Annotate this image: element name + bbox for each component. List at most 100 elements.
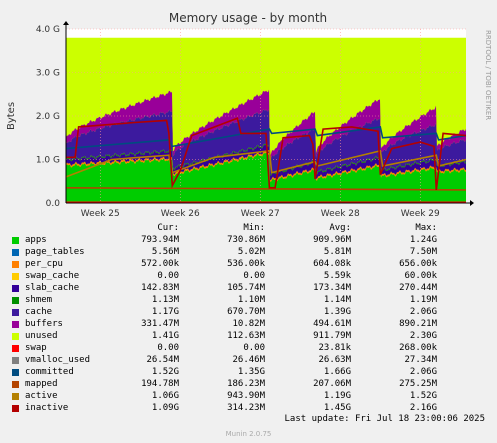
legend-name: apps [25,235,47,245]
legend-row-committed: committed 1.52G 1.35G 1.66G 2.06G [12,366,492,378]
legend-swatch [12,320,19,328]
legend-cur: 572.00k [141,259,179,269]
munin-footer: Munin 2.0.75 [225,430,272,438]
legend-avg: 604.08k [313,259,351,269]
legend-avg: 23.81k [318,343,351,353]
legend-max: 60.00k [404,271,437,281]
rrdtool-credit: RRDTOOL / TOBI OETIKER [484,30,492,120]
legend-swatch [12,308,19,316]
legend-name: buffers [25,319,63,329]
legend-avg: 173.34M [313,283,351,293]
legend-cur: 142.83M [141,283,179,293]
legend-name: committed [25,367,74,377]
chart-title: Memory usage - by month [169,11,327,25]
legend-swatch [12,296,19,304]
legend-swatch [12,344,19,352]
line-inactive [66,117,467,190]
legend-cur: 1.52G [151,367,179,377]
legend-swatch [12,236,19,244]
legend-swatch [12,332,19,340]
legend-avg: 207.06M [313,379,351,389]
legend-avg: 1.19G [323,391,351,401]
legend-row-mapped: mapped 194.78M 186.23M 207.06M 275.25M [12,378,492,390]
legend-max: 2.06G [409,307,437,317]
line-committed [65,126,467,150]
legend-name: page_tables [25,247,85,257]
legend-row-page-tables: page_tables 5.56M 5.02M 5.81M 7.50M [12,246,492,258]
legend-name: per_cpu [25,259,63,269]
legend-min: 0.00 [243,271,265,281]
legend-max: 7.50M [409,247,437,257]
x-tick-label: Week 28 [321,209,360,219]
legend-swatch [12,356,19,364]
legend-avg: 909.96M [313,235,351,245]
y-tick-label: 4.0 G [36,25,60,35]
y-axis-label: Bytes [6,102,17,130]
legend-avg: 911.79M [313,331,351,341]
legend-name: cache [25,307,53,317]
legend-min: 536.00k [227,259,265,269]
legend-avg: 5.81M [323,247,351,257]
legend-cur: 331.47M [141,319,179,329]
legend-min: 314.23M [227,403,265,413]
y-tick-label: 2.0 G [36,112,60,122]
legend-name: swap_cache [25,271,80,281]
legend-row-active: active 1.06G 943.90M 1.19G 1.52G [12,390,492,402]
legend-min: 186.23M [227,379,265,389]
legend-row-buffers: buffers 331.47M 10.82M 494.61M 890.21M [12,318,492,330]
legend-row-cache: cache 1.17G 670.70M 1.39G 2.06G [12,306,492,318]
legend: Cur: Min: Avg: Max: apps 793.94M 730.86M 90… [12,222,492,414]
legend-row-per-cpu: per_cpu 572.00k 536.00k 604.08k 656.00k [12,258,492,270]
legend-cur: 1.17G [151,307,179,317]
y-axis-arrow [63,21,69,25]
legend-max: 2.16G [409,403,437,413]
legend-max: 1.52G [409,391,437,401]
legend-row-vmalloc-used: vmalloc_used 26.54M 26.46M 26.63M 27.34M [12,354,492,366]
x-tick-label: Week 29 [401,209,440,219]
legend-avg: 1.66G [323,367,351,377]
legend-max: 268.00k [399,343,437,353]
last-update: Last update: Fri Jul 18 23:00:06 2025 [284,414,485,424]
legend-row-unused: unused 1.41G 112.63M 911.79M 2.30G [12,330,492,342]
legend-max: 270.44M [399,283,437,293]
legend-max: 1.24G [409,235,437,245]
column-min: Min: [243,223,265,233]
legend-min: 0.00 [243,343,265,353]
legend-cur: 0.00 [157,343,179,353]
legend-row-inactive: inactive 1.09G 314.23M 1.45G 2.16G [12,402,492,414]
legend-name: unused [25,331,58,341]
legend-avg: 1.39G [323,307,351,317]
legend-avg: 1.45G [323,403,351,413]
legend-row-swap-cache: swap_cache 0.00 0.00 5.59k 60.00k [12,270,492,282]
legend-cur: 1.41G [151,331,179,341]
legend-row-apps: apps 793.94M 730.86M 909.96M 1.24G [12,234,492,246]
legend-min: 112.63M [227,331,265,341]
legend-swatch [12,284,19,292]
y-tick-label: 3.0 G [36,69,60,79]
area-buffers [66,89,466,161]
legend-name: shmem [25,295,53,305]
legend-avg: 5.59k [323,271,351,281]
x-tick-label: Week 25 [81,209,120,219]
memory-chart: Memory usage - by month Bytes RRDTOOL / TO… [6,11,492,219]
legend-min: 943.90M [227,391,265,401]
legend-max: 890.21M [399,319,437,329]
y-tick-label: 1.0 G [36,156,60,166]
legend-swatch [12,272,19,280]
legend-max: 1.19M [409,295,437,305]
area-slab-cache [66,144,466,180]
legend-cur: 1.13M [151,295,179,305]
legend-avg: 494.61M [313,319,351,329]
legend-cur: 5.56M [151,247,179,257]
legend-min: 5.02M [237,247,265,257]
legend-name: swap [25,343,47,353]
line-mapped [65,187,467,191]
legend-header: Cur: Min: Avg: Max: [12,222,492,234]
line-active [65,149,467,178]
legend-cur: 194.78M [141,379,179,389]
legend-avg: 26.63M [318,355,351,365]
legend-avg: 1.14M [323,295,351,305]
x-tick-label: Week 27 [241,209,280,219]
legend-swatch [12,404,19,412]
legend-cur: 0.00 [157,271,179,281]
